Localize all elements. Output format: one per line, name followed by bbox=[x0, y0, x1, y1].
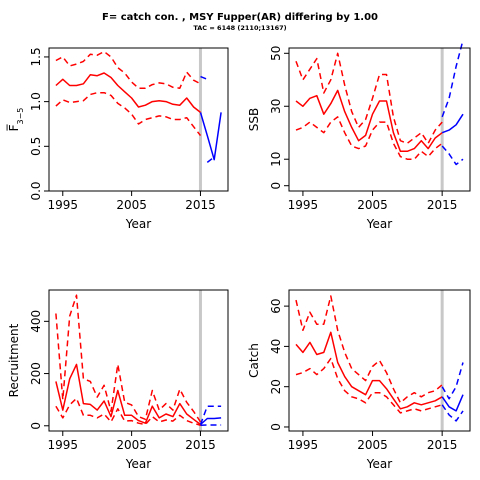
panel-recruitment: 1995 2005 2015 0 200 400 Year Recruitment bbox=[7, 289, 229, 471]
panel-catch: 1995 2005 2015 0 20 40 60 Year Catch bbox=[247, 289, 471, 471]
series-forecast-lower bbox=[441, 404, 464, 422]
y-tick-label: 200 bbox=[29, 362, 43, 385]
series-historic-median bbox=[55, 72, 201, 113]
series-forecast-median bbox=[199, 112, 222, 161]
y-axis-label: Recruitment bbox=[7, 323, 21, 397]
x-tick-label: 2005 bbox=[116, 198, 147, 212]
series-forecast-upper bbox=[441, 362, 464, 400]
figure-subtitle: TAC = 6148 (2110;13167) bbox=[193, 24, 286, 32]
y-axis-label: SSB bbox=[247, 108, 261, 131]
series-forecast-upper bbox=[441, 39, 464, 118]
plot-frame bbox=[48, 289, 229, 432]
figure-title: F= catch con. , MSY Fupper(AR) differing… bbox=[102, 12, 378, 23]
series-historic-median bbox=[55, 363, 201, 426]
y-tick-label: 400 bbox=[29, 310, 43, 333]
x-axis-label: Year bbox=[366, 457, 392, 471]
series-forecast-upper bbox=[199, 405, 222, 425]
series-historic-upper bbox=[55, 50, 201, 89]
x-axis-label: Year bbox=[366, 217, 392, 231]
y-tick-label: 0 bbox=[269, 182, 283, 190]
y-tick-label: 10 bbox=[269, 152, 283, 167]
y-tick-label: 0 bbox=[29, 422, 43, 430]
plot-frame bbox=[288, 47, 471, 192]
series-forecast-upper bbox=[200, 75, 208, 80]
series-historic-upper bbox=[295, 295, 443, 404]
y-tick-label: 40 bbox=[269, 339, 283, 354]
x-tick-label: 1995 bbox=[47, 438, 78, 452]
series-forecast-median bbox=[441, 113, 464, 134]
y-tick-label: 1.0 bbox=[29, 92, 43, 111]
plot-frame bbox=[48, 47, 229, 192]
series-historic-median bbox=[295, 89, 443, 153]
y-axis-label: Catch bbox=[247, 343, 261, 378]
x-tick-label: 1995 bbox=[288, 438, 319, 452]
x-tick-label: 1995 bbox=[47, 198, 78, 212]
series-forecast-median bbox=[441, 394, 464, 412]
y-tick-label: 1.5 bbox=[29, 47, 43, 66]
y-tick-label: 60 bbox=[269, 298, 283, 313]
y-tick-label: 0 bbox=[269, 423, 283, 431]
series-historic-lower bbox=[55, 397, 201, 427]
x-tick-label: 2015 bbox=[185, 438, 216, 452]
series-forecast-lower bbox=[206, 156, 215, 163]
x-tick-label: 2015 bbox=[185, 198, 216, 212]
series-historic-upper bbox=[55, 294, 202, 423]
y-tick-label: 50 bbox=[269, 46, 283, 61]
plot-frame bbox=[288, 289, 471, 432]
y-tick-label: 0.0 bbox=[29, 181, 43, 200]
series-historic-upper bbox=[295, 52, 443, 145]
x-tick-label: 2005 bbox=[357, 438, 388, 452]
series-forecast-median bbox=[200, 417, 222, 426]
series-historic-median bbox=[295, 331, 443, 410]
y-tick-label: 30 bbox=[269, 99, 283, 114]
panel-f: 1995 2005 2015 0.0 0.5 1.0 1.5 Year F̅3−5 bbox=[6, 47, 229, 231]
x-tick-label: 1995 bbox=[288, 198, 319, 212]
x-axis-label: Year bbox=[125, 457, 151, 471]
x-tick-label: 2015 bbox=[427, 438, 458, 452]
x-axis-label: Year bbox=[125, 217, 151, 231]
series-historic-lower bbox=[295, 357, 443, 414]
x-tick-label: 2015 bbox=[427, 198, 458, 212]
y-tick-label: 0.5 bbox=[29, 137, 43, 156]
y-axis-label: F̅3−5 bbox=[6, 108, 25, 132]
series-historic-lower bbox=[55, 91, 202, 137]
series-historic-lower bbox=[295, 116, 443, 160]
panel-ssb: 1995 2005 2015 0 10 30 50 Year SSB bbox=[247, 39, 471, 231]
series-forecast-lower bbox=[441, 145, 464, 166]
y-tick-label: 20 bbox=[269, 379, 283, 394]
x-tick-label: 2005 bbox=[116, 438, 147, 452]
x-tick-label: 2005 bbox=[357, 198, 388, 212]
